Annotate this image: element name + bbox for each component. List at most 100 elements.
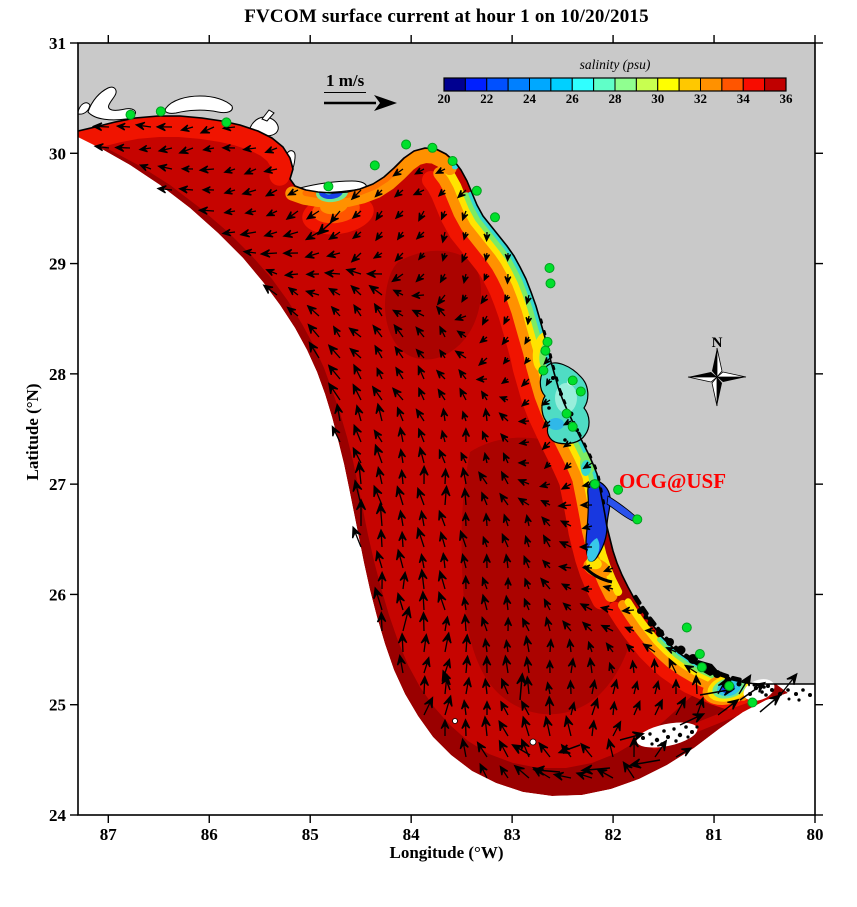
current-vector bbox=[642, 643, 656, 653]
current-vector bbox=[414, 167, 425, 175]
current-vector bbox=[483, 273, 490, 282]
current-vector bbox=[393, 323, 404, 338]
island-speck bbox=[641, 736, 645, 740]
current-vector bbox=[480, 616, 489, 632]
current-vector bbox=[325, 250, 341, 259]
current-vector bbox=[562, 620, 572, 632]
current-vector bbox=[498, 396, 509, 403]
current-vector bbox=[679, 713, 706, 726]
colorbar-tick-label: 20 bbox=[438, 91, 451, 106]
keys-islands-layer bbox=[452, 679, 775, 748]
current-vector bbox=[542, 534, 551, 548]
current-vector bbox=[332, 325, 341, 338]
current-vector bbox=[285, 210, 299, 221]
current-vector bbox=[138, 163, 152, 172]
station-dot bbox=[447, 156, 458, 166]
colorbar-tick-label: 36 bbox=[780, 91, 794, 106]
current-vector bbox=[517, 417, 530, 425]
salinity-coastal-band bbox=[463, 192, 597, 489]
current-vector bbox=[540, 577, 551, 590]
current-vector bbox=[595, 768, 614, 779]
current-vector bbox=[545, 378, 553, 387]
current-vector bbox=[328, 382, 341, 401]
current-vector bbox=[566, 638, 575, 653]
colorbar-segment bbox=[700, 77, 723, 92]
station-dot bbox=[632, 514, 643, 525]
y-tick-label: 28 bbox=[49, 365, 66, 384]
current-vector bbox=[567, 657, 577, 674]
current-vector bbox=[482, 512, 491, 527]
current-vector bbox=[282, 229, 299, 238]
current-vector bbox=[691, 674, 702, 695]
compass-rose bbox=[716, 347, 723, 379]
barrier-island bbox=[647, 619, 655, 627]
current-vector bbox=[546, 659, 554, 674]
current-vector bbox=[376, 611, 387, 632]
current-vector bbox=[671, 678, 681, 694]
current-vector bbox=[559, 520, 572, 528]
current-vector bbox=[440, 407, 449, 422]
x-tick-label: 81 bbox=[706, 825, 723, 844]
current-vector bbox=[221, 144, 236, 152]
current-vector bbox=[438, 448, 447, 464]
current-vector bbox=[419, 611, 429, 632]
current-vector bbox=[504, 273, 512, 285]
current-vector bbox=[265, 209, 278, 217]
current-vector bbox=[157, 163, 173, 172]
current-vector bbox=[440, 429, 448, 443]
current-vector bbox=[349, 347, 362, 359]
x-tick-label: 86 bbox=[201, 825, 218, 844]
station-dot bbox=[542, 336, 553, 347]
current-vector bbox=[521, 700, 530, 716]
current-vector bbox=[456, 189, 467, 199]
current-vector bbox=[654, 739, 668, 758]
current-vector bbox=[481, 430, 489, 443]
island-speck bbox=[766, 684, 770, 688]
barrier-island bbox=[736, 681, 742, 687]
current-vector bbox=[462, 633, 472, 653]
high-salinity-patch bbox=[385, 250, 481, 360]
colorbar-tick-label: 22 bbox=[480, 91, 493, 106]
current-vector bbox=[114, 143, 131, 152]
current-vector bbox=[665, 647, 677, 654]
current-vector bbox=[345, 267, 362, 276]
current-vector bbox=[418, 386, 426, 401]
current-vector bbox=[223, 187, 236, 195]
current-vector bbox=[612, 720, 622, 737]
current-vector bbox=[334, 403, 344, 422]
current-vector bbox=[579, 501, 593, 509]
current-vector bbox=[461, 718, 471, 737]
current-vector bbox=[479, 762, 488, 779]
current-vector bbox=[398, 530, 407, 548]
current-vector bbox=[581, 621, 593, 632]
current-vector bbox=[602, 565, 614, 573]
current-vector bbox=[543, 357, 551, 366]
x-tick-label: 84 bbox=[403, 825, 421, 844]
current-vector bbox=[442, 631, 452, 653]
current-vector bbox=[566, 679, 575, 695]
colorbar-tick-label: 28 bbox=[609, 91, 623, 106]
x-tick-label: 83 bbox=[504, 825, 521, 844]
current-vector bbox=[244, 208, 257, 216]
island-speck bbox=[695, 725, 699, 729]
land-polygon bbox=[78, 43, 815, 684]
current-vector bbox=[524, 336, 531, 345]
current-vector bbox=[329, 210, 341, 224]
current-vector bbox=[475, 375, 488, 383]
current-vector bbox=[392, 168, 404, 177]
current-vector bbox=[538, 741, 551, 758]
current-vector bbox=[307, 323, 320, 338]
current-vector bbox=[201, 186, 215, 194]
current-vector bbox=[503, 594, 512, 611]
current-vector bbox=[581, 523, 593, 531]
current-vector bbox=[454, 313, 467, 321]
barrier-island bbox=[688, 654, 698, 664]
current-vector bbox=[419, 675, 430, 695]
current-vector bbox=[502, 513, 511, 527]
current-vector bbox=[323, 269, 341, 278]
coastline-layer bbox=[77, 115, 815, 702]
current-vector bbox=[481, 677, 491, 695]
current-vector bbox=[521, 399, 530, 407]
stations-layer bbox=[125, 106, 758, 708]
colorbar-tick-label: 30 bbox=[651, 91, 664, 106]
